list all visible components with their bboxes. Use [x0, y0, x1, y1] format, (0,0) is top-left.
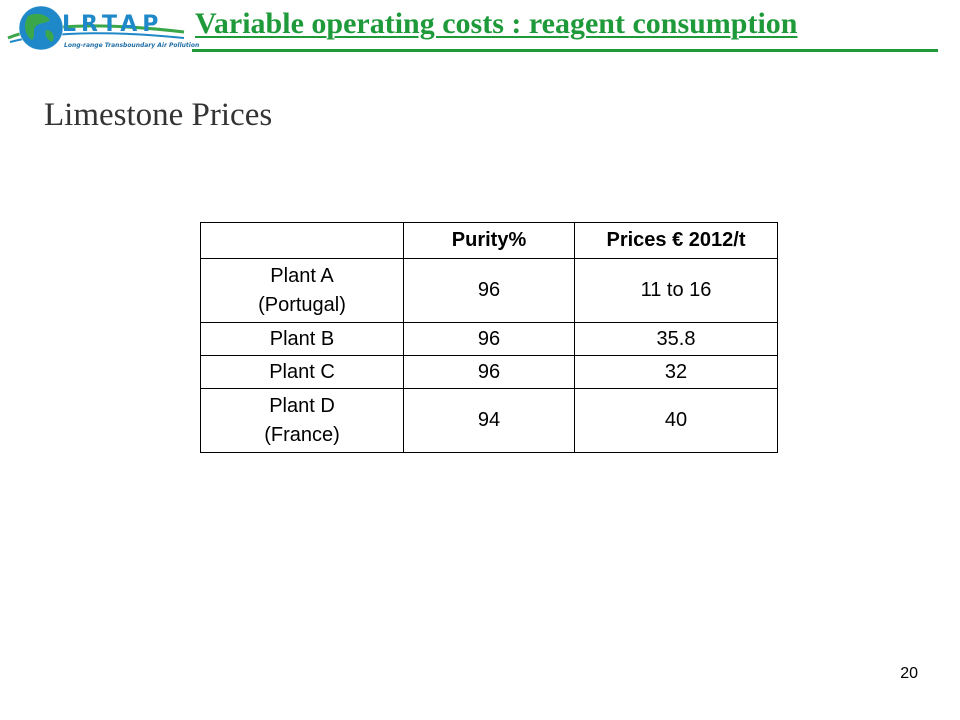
lrtap-logo: LRTAP Long-range Transboundary Air Pollu…: [6, 2, 199, 58]
price-cell: 35.8: [574, 322, 778, 356]
purity-cell: 96: [403, 322, 575, 356]
plant-cell: Plant B: [200, 322, 404, 356]
title-divider: [192, 49, 938, 52]
plant-cell: Plant D (France): [200, 388, 404, 453]
header-purity: Purity%: [403, 222, 575, 259]
plant-cell: Plant A (Portugal): [200, 258, 404, 323]
plant-cell: Plant C: [200, 355, 404, 389]
table-row: Plant D (France) 94 40: [200, 388, 778, 453]
globe-icon: [7, 5, 185, 51]
plant-name: Plant D (France): [264, 394, 340, 446]
price-cell: 11 to 16: [574, 258, 778, 323]
purity-cell: 96: [403, 258, 575, 323]
header-plant: [200, 222, 404, 259]
limestone-price-table: Purity% Prices € 2012/t Plant A (Portuga…: [200, 222, 778, 453]
plant-name: Plant A (Portugal): [258, 264, 346, 316]
price-cell: 40: [574, 388, 778, 453]
table-header-row: Purity% Prices € 2012/t: [200, 222, 778, 259]
price-cell: 32: [574, 355, 778, 389]
page-title: Variable operating costs : reagent consu…: [195, 7, 798, 40]
table-row: Plant C 96 32: [200, 355, 778, 389]
table-row: Plant A (Portugal) 96 11 to 16: [200, 258, 778, 323]
table-row: Plant B 96 35.8: [200, 322, 778, 356]
section-subtitle: Limestone Prices: [44, 97, 273, 133]
header-price: Prices € 2012/t: [574, 222, 778, 259]
logo-tagline: Long-range Transboundary Air Pollution: [64, 42, 200, 49]
purity-cell: 96: [403, 355, 575, 389]
plant-name: Plant B: [269, 327, 335, 350]
purity-cell: 94: [403, 388, 575, 453]
page-number: 20: [900, 665, 918, 682]
logo-wordmark: LRTAP: [62, 12, 164, 37]
plant-name: Plant C: [269, 360, 335, 383]
